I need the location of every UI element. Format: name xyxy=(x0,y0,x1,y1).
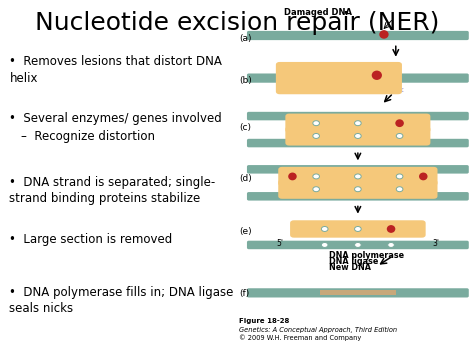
FancyBboxPatch shape xyxy=(278,167,438,186)
Text: DNA polymerase: DNA polymerase xyxy=(329,251,404,260)
FancyBboxPatch shape xyxy=(247,165,469,174)
FancyBboxPatch shape xyxy=(285,126,430,146)
Ellipse shape xyxy=(372,71,382,80)
Text: (f): (f) xyxy=(239,289,250,298)
Text: •  Large section is removed: • Large section is removed xyxy=(9,233,173,246)
Text: ✂: ✂ xyxy=(395,87,404,97)
FancyBboxPatch shape xyxy=(247,31,469,40)
Text: (b): (b) xyxy=(239,76,252,85)
Circle shape xyxy=(321,226,328,231)
Text: (a): (a) xyxy=(239,34,252,43)
Text: Nucleotide excision repair (NER): Nucleotide excision repair (NER) xyxy=(35,11,439,35)
Ellipse shape xyxy=(288,173,297,180)
Ellipse shape xyxy=(395,119,404,127)
FancyBboxPatch shape xyxy=(247,112,469,120)
Text: Genetics: A Conceptual Approach, Third Edition: Genetics: A Conceptual Approach, Third E… xyxy=(239,327,398,333)
Circle shape xyxy=(388,242,394,247)
FancyBboxPatch shape xyxy=(247,139,469,147)
Ellipse shape xyxy=(419,173,428,180)
Circle shape xyxy=(355,121,361,126)
FancyBboxPatch shape xyxy=(285,114,430,133)
Circle shape xyxy=(355,133,361,138)
Text: New DNA: New DNA xyxy=(329,263,372,272)
FancyBboxPatch shape xyxy=(247,241,469,249)
FancyBboxPatch shape xyxy=(247,73,469,83)
Text: •  Removes lesions that distort DNA
helix: • Removes lesions that distort DNA helix xyxy=(9,55,222,84)
Circle shape xyxy=(396,187,403,192)
Circle shape xyxy=(313,133,319,138)
Ellipse shape xyxy=(387,225,395,233)
Circle shape xyxy=(396,174,403,179)
Text: DNA ligase: DNA ligase xyxy=(329,257,379,266)
FancyBboxPatch shape xyxy=(247,192,469,201)
Circle shape xyxy=(355,174,361,179)
Text: Damaged DNA: Damaged DNA xyxy=(284,8,352,17)
FancyBboxPatch shape xyxy=(320,290,396,295)
Circle shape xyxy=(321,242,328,247)
Text: (c): (c) xyxy=(239,123,251,132)
Circle shape xyxy=(396,133,403,138)
Circle shape xyxy=(313,187,319,192)
Text: 5': 5' xyxy=(276,239,283,248)
Circle shape xyxy=(355,242,361,247)
FancyBboxPatch shape xyxy=(276,62,402,94)
Circle shape xyxy=(355,226,361,231)
Text: Figure 18-28: Figure 18-28 xyxy=(239,318,290,324)
Text: –  Recognize distortion: – Recognize distortion xyxy=(21,130,155,143)
Text: (e): (e) xyxy=(239,227,252,236)
Circle shape xyxy=(388,226,394,231)
Circle shape xyxy=(396,121,403,126)
FancyBboxPatch shape xyxy=(290,220,426,238)
Circle shape xyxy=(355,187,361,192)
Circle shape xyxy=(313,121,319,126)
Text: 3': 3' xyxy=(433,239,439,248)
Text: •  DNA polymerase fills in; DNA ligase
seals nicks: • DNA polymerase fills in; DNA ligase se… xyxy=(9,286,234,315)
Text: •  DNA strand is separated; single-
strand binding proteins stabilize: • DNA strand is separated; single- stran… xyxy=(9,176,216,205)
Text: (d): (d) xyxy=(239,174,252,183)
Ellipse shape xyxy=(379,30,389,39)
Text: •  Several enzymes/ genes involved: • Several enzymes/ genes involved xyxy=(9,112,222,125)
Text: © 2009 W.H. Freeman and Company: © 2009 W.H. Freeman and Company xyxy=(239,335,362,342)
FancyBboxPatch shape xyxy=(247,288,469,297)
FancyBboxPatch shape xyxy=(278,180,438,199)
Circle shape xyxy=(313,174,319,179)
